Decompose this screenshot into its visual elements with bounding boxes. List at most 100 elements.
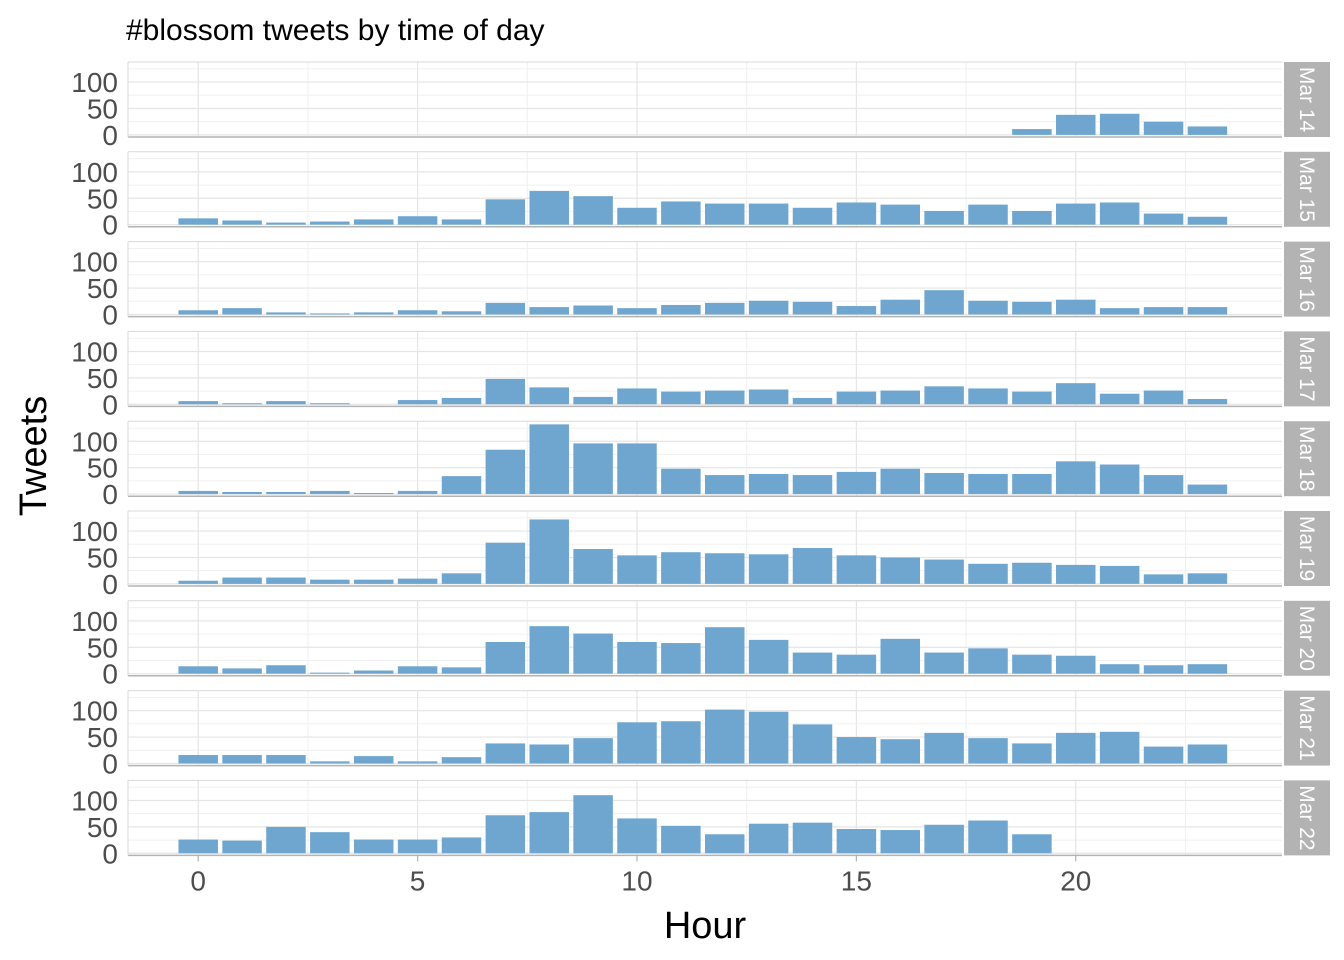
bar bbox=[397, 216, 438, 225]
bar bbox=[441, 667, 482, 674]
bar bbox=[1143, 307, 1184, 315]
facet-strip-label: Mar 21 bbox=[1295, 695, 1318, 760]
bar bbox=[1012, 562, 1052, 584]
bar bbox=[397, 400, 438, 405]
y-tick-label: 50 bbox=[87, 363, 118, 394]
bar bbox=[880, 830, 921, 854]
bar bbox=[178, 839, 218, 854]
bar bbox=[617, 207, 657, 225]
bar bbox=[529, 307, 569, 315]
bar bbox=[880, 739, 921, 764]
bar bbox=[705, 627, 745, 674]
bar bbox=[836, 391, 877, 405]
x-axis-ticks: 0 5 10 15 20 bbox=[190, 855, 1091, 896]
bar bbox=[573, 196, 613, 225]
bar bbox=[1099, 113, 1140, 135]
bar bbox=[661, 721, 701, 764]
bar bbox=[441, 837, 482, 854]
bar bbox=[836, 737, 877, 764]
bar bbox=[1187, 126, 1228, 135]
bar bbox=[968, 204, 1008, 225]
bar bbox=[924, 386, 964, 405]
x-axis-title: Hour bbox=[664, 905, 747, 947]
bar bbox=[1143, 746, 1184, 764]
bar bbox=[1056, 203, 1096, 225]
bar bbox=[924, 824, 964, 854]
bar bbox=[792, 475, 833, 495]
bar bbox=[1012, 654, 1052, 674]
bar bbox=[748, 474, 789, 495]
y-tick-label: 50 bbox=[87, 273, 118, 304]
bar bbox=[617, 722, 657, 764]
bar bbox=[353, 579, 394, 584]
bar bbox=[748, 203, 789, 225]
bar bbox=[266, 665, 306, 674]
bar bbox=[397, 839, 438, 854]
bar bbox=[1056, 461, 1096, 495]
bar bbox=[353, 219, 394, 225]
y-tick-label: 50 bbox=[87, 542, 118, 573]
bar bbox=[353, 670, 394, 674]
bar bbox=[924, 559, 964, 584]
bar bbox=[222, 577, 262, 584]
facet-strip-label: Mar 15 bbox=[1295, 157, 1318, 222]
y-tick-label: 50 bbox=[87, 632, 118, 663]
bar bbox=[617, 308, 657, 315]
bar bbox=[266, 312, 306, 315]
bar bbox=[748, 389, 789, 405]
bar bbox=[1099, 664, 1140, 674]
bar bbox=[485, 378, 526, 405]
facet-strip bbox=[1284, 331, 1330, 407]
bar bbox=[266, 222, 306, 225]
bar bbox=[1012, 391, 1052, 405]
bar bbox=[968, 388, 1008, 405]
bar bbox=[353, 493, 394, 495]
bar bbox=[880, 204, 921, 225]
bar bbox=[353, 312, 394, 315]
bar bbox=[661, 304, 701, 315]
facet-strip bbox=[1284, 780, 1330, 856]
bar bbox=[1056, 655, 1096, 674]
facet-strip-label: Mar 16 bbox=[1295, 246, 1318, 311]
facet-strip bbox=[1284, 511, 1330, 586]
bar bbox=[792, 547, 833, 584]
bar bbox=[792, 652, 833, 674]
bar bbox=[1187, 573, 1228, 584]
y-tick-label: 0 bbox=[102, 748, 118, 779]
bar bbox=[441, 476, 482, 495]
bar bbox=[441, 757, 482, 764]
facet-strip bbox=[1284, 151, 1330, 227]
y-tick-label: 50 bbox=[87, 93, 118, 124]
bar bbox=[836, 202, 877, 225]
bar bbox=[485, 743, 526, 764]
bar bbox=[397, 490, 438, 495]
bar bbox=[705, 390, 745, 405]
facet-strip-label: Mar 17 bbox=[1295, 336, 1318, 401]
bar bbox=[222, 840, 262, 854]
bar bbox=[178, 490, 218, 495]
bar bbox=[1143, 574, 1184, 584]
y-tick-label: 0 bbox=[102, 210, 118, 241]
bar bbox=[880, 557, 921, 584]
bar bbox=[836, 306, 877, 315]
bar bbox=[529, 626, 569, 674]
bar bbox=[748, 711, 789, 764]
bar bbox=[485, 199, 526, 225]
bar bbox=[748, 300, 789, 315]
facet-strip-label: Mar 22 bbox=[1295, 785, 1318, 850]
bar bbox=[836, 828, 877, 854]
bar bbox=[266, 401, 306, 405]
x-tick-label: 10 bbox=[621, 865, 652, 896]
bar bbox=[529, 519, 569, 584]
bar bbox=[222, 755, 262, 764]
bar bbox=[836, 654, 877, 674]
bar bbox=[836, 555, 877, 584]
x-tick-label: 0 bbox=[190, 865, 206, 896]
x-tick-label: 5 bbox=[410, 865, 426, 896]
bar bbox=[705, 302, 745, 315]
bar bbox=[792, 724, 833, 764]
bar bbox=[1099, 565, 1140, 584]
